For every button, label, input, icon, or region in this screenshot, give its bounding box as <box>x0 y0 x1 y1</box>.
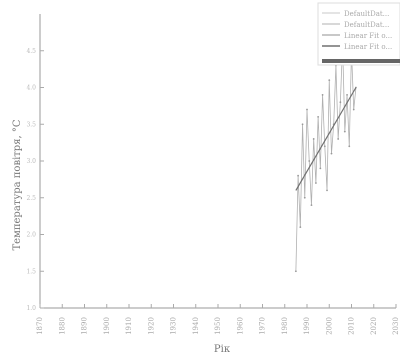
data-point <box>348 145 351 148</box>
data-point <box>328 79 331 82</box>
y-axis-label: Температура повітря, °C <box>12 119 23 250</box>
x-tick-label: 2030 <box>392 317 400 335</box>
data-point <box>315 182 317 184</box>
x-tick-label: 1920 <box>147 317 155 335</box>
x-tick-label: 1880 <box>58 317 66 335</box>
y-tick-label: 3.5 <box>26 121 36 128</box>
data-point <box>319 167 322 170</box>
data-point <box>321 93 324 96</box>
data-point <box>303 196 306 199</box>
y-tick-label: 3.0 <box>26 158 36 165</box>
x-axis-label: Рік <box>214 344 231 355</box>
x-tick-label: 1950 <box>214 317 222 335</box>
legend-label: Linear Fit o... <box>344 32 392 40</box>
x-tick-label: 1890 <box>81 317 89 335</box>
x-tick-label: 1910 <box>125 317 133 335</box>
y-tick-label: 2.5 <box>26 195 36 202</box>
plot-area <box>294 42 357 273</box>
legend-label: DefaultDat... <box>344 10 389 18</box>
legend-label: DefaultDat... <box>344 21 389 29</box>
x-tick-label: 1980 <box>281 317 289 335</box>
data-point <box>346 93 348 96</box>
x-tick-label: 1960 <box>236 317 244 335</box>
fit-line <box>295 87 357 191</box>
data-point <box>337 138 340 140</box>
data-point <box>310 204 313 207</box>
data-point <box>299 226 302 229</box>
data-point <box>317 116 320 118</box>
y-tick-label: 4.5 <box>26 48 36 55</box>
x-tick-label: 2000 <box>325 317 333 335</box>
x-tick-label: 2020 <box>370 317 378 335</box>
y-tick-label: 1.5 <box>26 268 36 275</box>
data-point <box>301 123 304 126</box>
data-point <box>306 108 308 111</box>
data-point <box>297 174 299 177</box>
x-tick-label: 1990 <box>303 317 311 335</box>
data-point <box>339 101 342 104</box>
x-tick-label: 1930 <box>170 317 178 335</box>
data-point <box>343 130 346 133</box>
data-point <box>330 152 333 155</box>
data-point <box>352 108 355 111</box>
y-tick-label: 1.0 <box>26 305 36 312</box>
data-point <box>312 138 315 140</box>
x-tick-label: 1940 <box>192 317 200 335</box>
legend-bar <box>322 59 400 63</box>
x-tick-label: 1870 <box>36 317 44 335</box>
y-tick-label: 2.0 <box>26 232 36 239</box>
legend-label: Linear Fit o... <box>344 43 392 51</box>
data-point <box>308 160 311 162</box>
data-point <box>323 145 326 148</box>
legend: DefaultDat... DefaultDat... Linear Fit o..… <box>317 2 400 66</box>
x-tick-label: 1900 <box>103 317 111 335</box>
y-tick-label: 4.0 <box>26 85 36 92</box>
axes: 1870 1880 1890 1900 1910 1920 1930 1940 1950 1960… <box>26 14 400 335</box>
x-tick-label: 1970 <box>259 317 267 335</box>
data-point <box>294 270 297 273</box>
series-line <box>295 43 357 272</box>
data-point <box>326 189 328 192</box>
x-tick-label: 2010 <box>348 317 356 335</box>
